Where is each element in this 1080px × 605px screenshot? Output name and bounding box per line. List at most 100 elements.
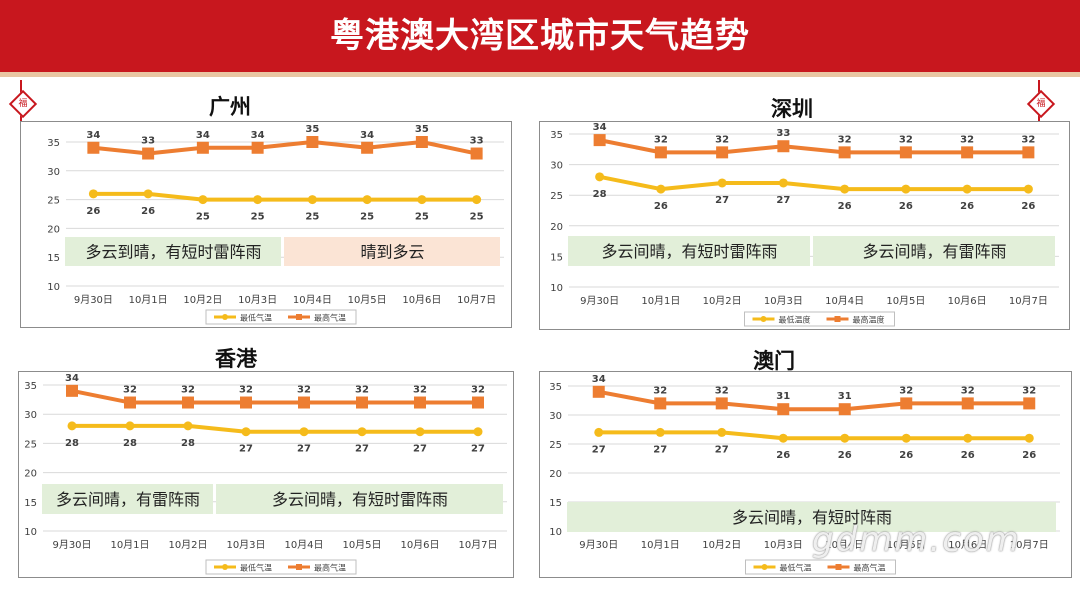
- forecast-text: 多云间晴，有短时雷阵雨: [601, 242, 777, 261]
- high-temp-label: 33: [776, 128, 790, 139]
- forecast-band: [284, 237, 500, 266]
- low-temp-label: 27: [239, 444, 253, 455]
- high-temp-marker: [900, 397, 913, 410]
- low-temp-label: 27: [653, 444, 667, 455]
- high-temp-label: 34: [86, 130, 100, 141]
- high-temp-marker: [716, 146, 729, 159]
- low-temp-label: 26: [86, 206, 100, 217]
- x-tick-label: 10月7日: [1009, 295, 1048, 307]
- high-temp-marker: [361, 141, 374, 154]
- banner-divider: [0, 72, 1080, 77]
- high-temp-marker: [899, 146, 912, 159]
- low-temp-label: 28: [123, 438, 137, 449]
- knot-decoration: 福: [1026, 89, 1056, 119]
- high-temp-label: 32: [715, 385, 729, 396]
- forecast-text: 多云到晴，有短时雷阵雨: [85, 243, 261, 262]
- low-temp-label: 27: [715, 444, 729, 455]
- series-line-high: [599, 138, 1029, 155]
- y-tick-label: 30: [47, 167, 60, 178]
- series-line-low: [599, 174, 1029, 192]
- low-temp-marker: [241, 427, 251, 437]
- low-temp-label: 25: [251, 212, 265, 223]
- y-tick-label: 20: [24, 469, 37, 480]
- low-temp-marker: [473, 427, 483, 437]
- chart-macau: 10 15 20 25 30 35 多云间晴，有短时阵雨 9月30日 10月1日 10月2日 10月…: [549, 374, 1060, 575]
- forecast-text: 多云间晴，有雷阵雨: [862, 242, 1006, 261]
- low-temp-label: 26: [141, 206, 155, 217]
- high-temp-label: 32: [355, 385, 369, 396]
- high-temp-marker: [1023, 397, 1036, 410]
- low-temp-label: 28: [593, 189, 607, 200]
- legend-box: [205, 309, 357, 325]
- low-temp-label: 27: [776, 195, 790, 206]
- x-tick-label: 10月4日: [284, 539, 323, 551]
- x-tick-label: 10月2日: [703, 295, 742, 307]
- x-tick-label: 10月1日: [110, 539, 149, 551]
- low-temp-label: 26: [654, 201, 668, 212]
- low-temp-marker: [143, 189, 153, 199]
- low-temp-marker: [417, 195, 427, 205]
- legend-swatch-marker: [761, 564, 768, 570]
- low-temp-marker: [655, 427, 665, 437]
- y-tick-label: 10: [550, 283, 563, 294]
- low-temp-marker: [357, 427, 367, 437]
- x-tick-label: 10月7日: [458, 539, 497, 551]
- y-tick-label: 10: [549, 527, 562, 538]
- low-temp-label: 27: [297, 444, 311, 455]
- low-temp-label: 26: [899, 201, 913, 212]
- low-temp-label: 27: [592, 444, 606, 455]
- low-temp-marker: [307, 195, 317, 205]
- low-temp-marker: [67, 421, 77, 431]
- forecast-band: [567, 502, 1056, 532]
- low-temp-marker: [840, 184, 850, 194]
- chart-frame-shenzhen: 10 15 20 25 30 35 多云间晴，有短时雷阵雨 多云间晴，有雷阵雨 9月30日 10月…: [539, 121, 1070, 330]
- x-tick-label: 10月1日: [641, 539, 680, 551]
- low-temp-label: 25: [470, 212, 484, 223]
- y-tick-label: 35: [24, 381, 37, 392]
- high-temp-marker: [715, 397, 728, 410]
- x-tick-label: 10月5日: [348, 294, 387, 306]
- high-temp-marker: [654, 146, 667, 159]
- high-temp-marker: [1022, 146, 1035, 159]
- fu-glyph: 福: [18, 99, 28, 109]
- x-tick-label: 9月30日: [74, 294, 113, 306]
- high-temp-label: 32: [899, 134, 913, 145]
- high-temp-marker: [415, 136, 428, 148]
- low-temp-marker: [778, 178, 788, 188]
- legend-swatch-marker: [296, 564, 302, 570]
- y-tick-label: 30: [549, 411, 562, 422]
- x-tick-label: 10月7日: [1010, 539, 1049, 551]
- x-tick-label: 10月5日: [342, 539, 381, 551]
- high-temp-marker: [470, 147, 483, 160]
- low-temp-marker: [963, 433, 973, 443]
- forecast-band: [42, 484, 213, 514]
- legend-label: 最低气温: [240, 563, 272, 573]
- chart-title-hongkong: 香港: [215, 347, 257, 371]
- forecast-text: 多云间晴，有短时阵雨: [732, 508, 892, 527]
- y-tick-label: 30: [24, 410, 37, 421]
- chart-frame-macau: 10 15 20 25 30 35 多云间晴，有短时阵雨 9月30日 10月1日 10月2日 10月…: [539, 371, 1072, 578]
- series-line-high: [93, 140, 478, 156]
- chart-hongkong: 10 15 20 25 30 35 多云间晴，有雷阵雨 多云间晴，有短时雷阵雨 9月30日 10月…: [24, 373, 507, 575]
- x-tick-label: 10月5日: [886, 295, 925, 307]
- high-temp-marker: [961, 397, 974, 410]
- knot-decoration: 福: [8, 89, 38, 119]
- low-temp-marker: [717, 178, 727, 188]
- low-temp-marker: [362, 195, 372, 205]
- low-temp-marker: [840, 433, 850, 443]
- fu-glyph: 福: [1036, 99, 1046, 109]
- legend-swatch-marker: [760, 316, 767, 322]
- high-temp-marker: [961, 146, 974, 159]
- high-temp-label: 32: [838, 134, 852, 145]
- series-line-high: [598, 389, 1030, 412]
- high-temp-marker: [838, 403, 851, 416]
- forecast-text: 晴到多云: [360, 243, 424, 262]
- low-temp-label: 27: [715, 195, 729, 206]
- high-temp-label: 32: [471, 385, 485, 396]
- high-temp-label: 32: [653, 385, 667, 396]
- low-temp-label: 26: [960, 201, 974, 212]
- x-tick-label: 9月30日: [52, 539, 91, 551]
- y-tick-label: 25: [549, 440, 562, 451]
- lantern-decoration-left: 福: [8, 80, 38, 150]
- high-temp-label: 34: [251, 130, 265, 141]
